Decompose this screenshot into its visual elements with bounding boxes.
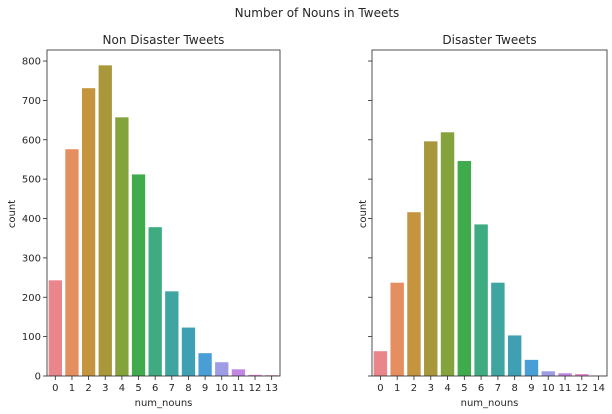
y-tick-label: 100 [22, 332, 41, 343]
chart-title: Disaster Tweets [442, 33, 536, 47]
x-axis-label: num_nouns [461, 398, 519, 409]
bar-6 [474, 224, 488, 376]
bar-11 [231, 369, 246, 376]
bar-1 [65, 149, 79, 376]
bar-0 [48, 280, 62, 376]
x-tick-label: 6 [478, 383, 484, 394]
bar-11 [558, 373, 572, 376]
bar-10 [215, 362, 229, 376]
x-tick-label: 9 [202, 383, 208, 394]
axes-frame [371, 49, 608, 377]
y-tick-label: 200 [22, 293, 41, 304]
y-tick-label: 300 [22, 253, 41, 264]
y-tick-label: 700 [22, 96, 41, 107]
x-tick-label: 7 [169, 383, 175, 394]
x-tick-label: 2 [85, 383, 91, 394]
bar-4 [115, 117, 129, 377]
bar-12 [248, 374, 262, 376]
x-axis-label: num_nouns [135, 398, 193, 409]
x-tick-label: 4 [444, 383, 450, 394]
x-tick-label: 11 [559, 383, 572, 394]
x-tick-label: 3 [428, 383, 434, 394]
y-axis-label: count [7, 200, 18, 228]
x-tick-label: 10 [542, 383, 555, 394]
bar-1 [390, 282, 404, 376]
x-tick-label: 6 [152, 383, 158, 394]
x-tick-label: 2 [411, 383, 417, 394]
axes-frame [46, 49, 281, 377]
x-tick-label: 9 [528, 383, 534, 394]
bar-2 [407, 212, 421, 376]
x-tick-label: 0 [52, 383, 58, 394]
chart-panel-non-disaster: Non Disaster Tweets num_nouns count 0100… [7, 33, 281, 409]
x-tick-label: 1 [394, 383, 400, 394]
bar-6 [148, 227, 162, 376]
x-tick-label: 13 [265, 383, 278, 394]
y-tick-label: 500 [22, 175, 41, 186]
x-tick-label: 12 [575, 383, 588, 394]
x-tick-label: 14 [592, 383, 605, 394]
y-axis-label: count [358, 200, 369, 228]
x-tick-label: 12 [249, 383, 262, 394]
bar-2 [81, 88, 96, 376]
x-tick-label: 8 [511, 383, 517, 394]
x-tick-label: 5 [461, 383, 467, 394]
chart-title: Non Disaster Tweets [103, 33, 225, 47]
y-tick-label: 400 [22, 214, 41, 225]
y-tick-label: 0 [35, 372, 41, 383]
x-tick-label: 5 [135, 383, 141, 394]
figure-title: Number of Nouns in Tweets [235, 6, 400, 20]
bar-5 [131, 174, 146, 376]
bar-9 [524, 359, 539, 376]
y-tick-label: 600 [22, 135, 41, 146]
bar-10 [541, 371, 555, 376]
bar-4 [440, 132, 455, 376]
x-tick-label: 4 [119, 383, 125, 394]
bar-5 [457, 161, 472, 376]
bar-9 [198, 353, 212, 376]
x-tick-label: 1 [69, 383, 75, 394]
x-tick-label: 11 [232, 383, 245, 394]
bar-7 [165, 291, 179, 376]
x-tick-label: 8 [185, 383, 191, 394]
x-tick-label: 0 [377, 383, 383, 394]
x-tick-label: 3 [102, 383, 108, 394]
bar-3 [98, 65, 112, 376]
y-tick-label: 800 [22, 57, 41, 68]
bar-8 [181, 327, 196, 376]
x-tick-label: 7 [495, 383, 501, 394]
bar-3 [424, 141, 438, 376]
bar-7 [491, 282, 505, 376]
x-tick-label: 10 [215, 383, 228, 394]
bar-0 [373, 351, 388, 376]
bar-8 [507, 335, 522, 376]
bar-12 [575, 374, 589, 376]
